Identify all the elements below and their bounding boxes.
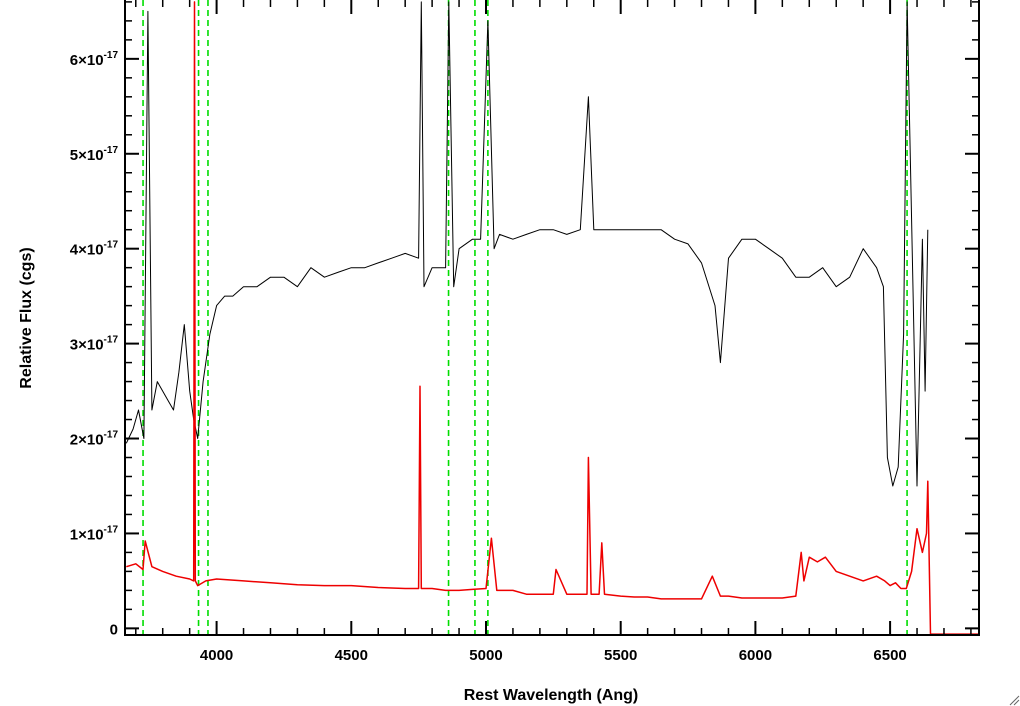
spectrum-series: [125, 1, 979, 635]
x-tick-label-1: 4500: [335, 647, 368, 664]
y-tick-label-6: 6×10-17: [70, 50, 119, 69]
y-tick-label-3: 3×10-17: [70, 335, 119, 354]
x-axis-title: Rest Wavelength (Ang): [464, 687, 639, 704]
y-axis-title: Relative Flux (cgs): [18, 247, 35, 388]
resize-grip-icon: [1009, 695, 1020, 706]
y-axis-ticks: 0 1×10-17 2×10-17 3×10-17 4×10-17 5×10-17 6×10…: [70, 1, 979, 638]
y-tick-label-4: 4×10-17: [70, 240, 119, 259]
series-line-1: [126, 1, 979, 635]
series-line-0: [125, 1, 929, 487]
x-axis-ticks: 4000 4500 5000 5500 6000 6500: [135, 0, 972, 664]
y-tick-label-5: 5×10-17: [70, 145, 119, 164]
x-tick-label-0: 4000: [200, 647, 233, 664]
x-tick-label-3: 5500: [604, 647, 637, 664]
emission-line-markers: [142, 0, 908, 635]
y-tick-label-0: 0: [110, 621, 118, 638]
y-tick-label-1: 1×10-17: [70, 524, 119, 543]
x-tick-label-4: 6000: [739, 647, 772, 664]
y-tick-label-2: 2×10-17: [70, 430, 119, 449]
x-tick-label-2: 5000: [469, 647, 502, 664]
x-tick-label-5: 6500: [873, 647, 906, 664]
plot-frame: [124, 0, 980, 636]
plot-axes: [124, 0, 980, 636]
